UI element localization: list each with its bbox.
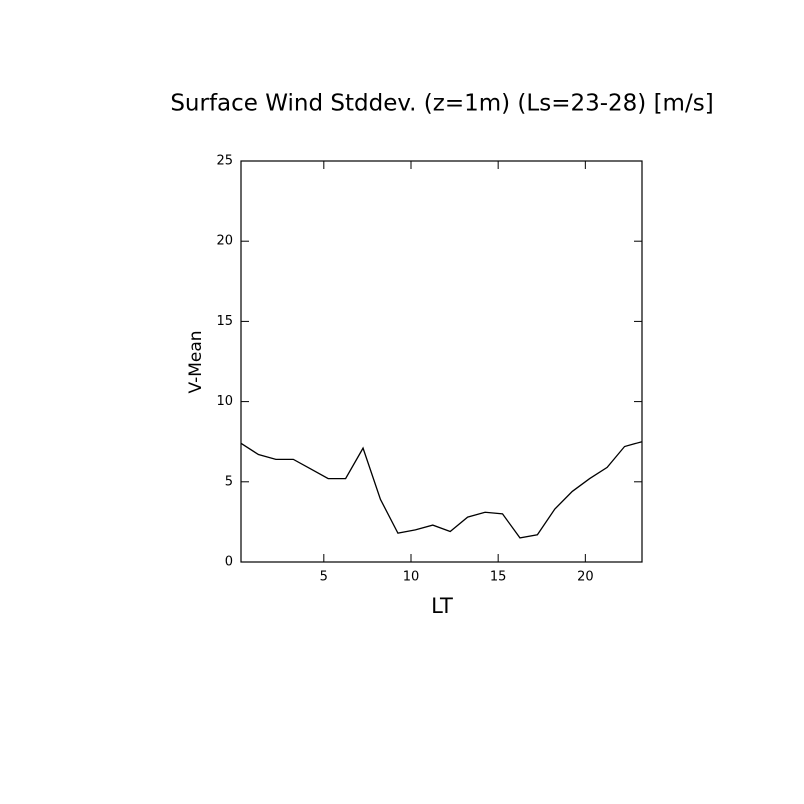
y-tick-label: 5 — [225, 474, 233, 489]
plot-frame — [240, 160, 643, 563]
y-tick-label: 25 — [216, 154, 233, 169]
y-tick-label: 10 — [216, 394, 233, 409]
x-tick-label: 20 — [577, 570, 594, 585]
x-tick-label: 15 — [490, 570, 507, 585]
y-tick-label: 20 — [216, 234, 233, 249]
x-axis-label: LT — [431, 594, 453, 618]
y-tick-label: 15 — [216, 314, 233, 329]
data-line — [240, 441, 643, 539]
y-tick-label: 0 — [225, 555, 233, 570]
chart-title: Surface Wind Stddev. (z=1m) (Ls=23-28) [… — [170, 91, 713, 117]
y-axis-label: V-Mean — [186, 330, 206, 393]
x-tick-label: 5 — [320, 570, 328, 585]
x-tick-label: 10 — [403, 570, 420, 585]
